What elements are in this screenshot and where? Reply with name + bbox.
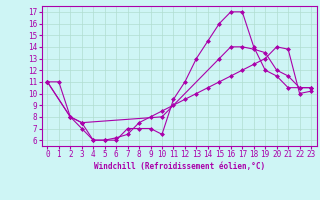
X-axis label: Windchill (Refroidissement éolien,°C): Windchill (Refroidissement éolien,°C) xyxy=(94,162,265,171)
